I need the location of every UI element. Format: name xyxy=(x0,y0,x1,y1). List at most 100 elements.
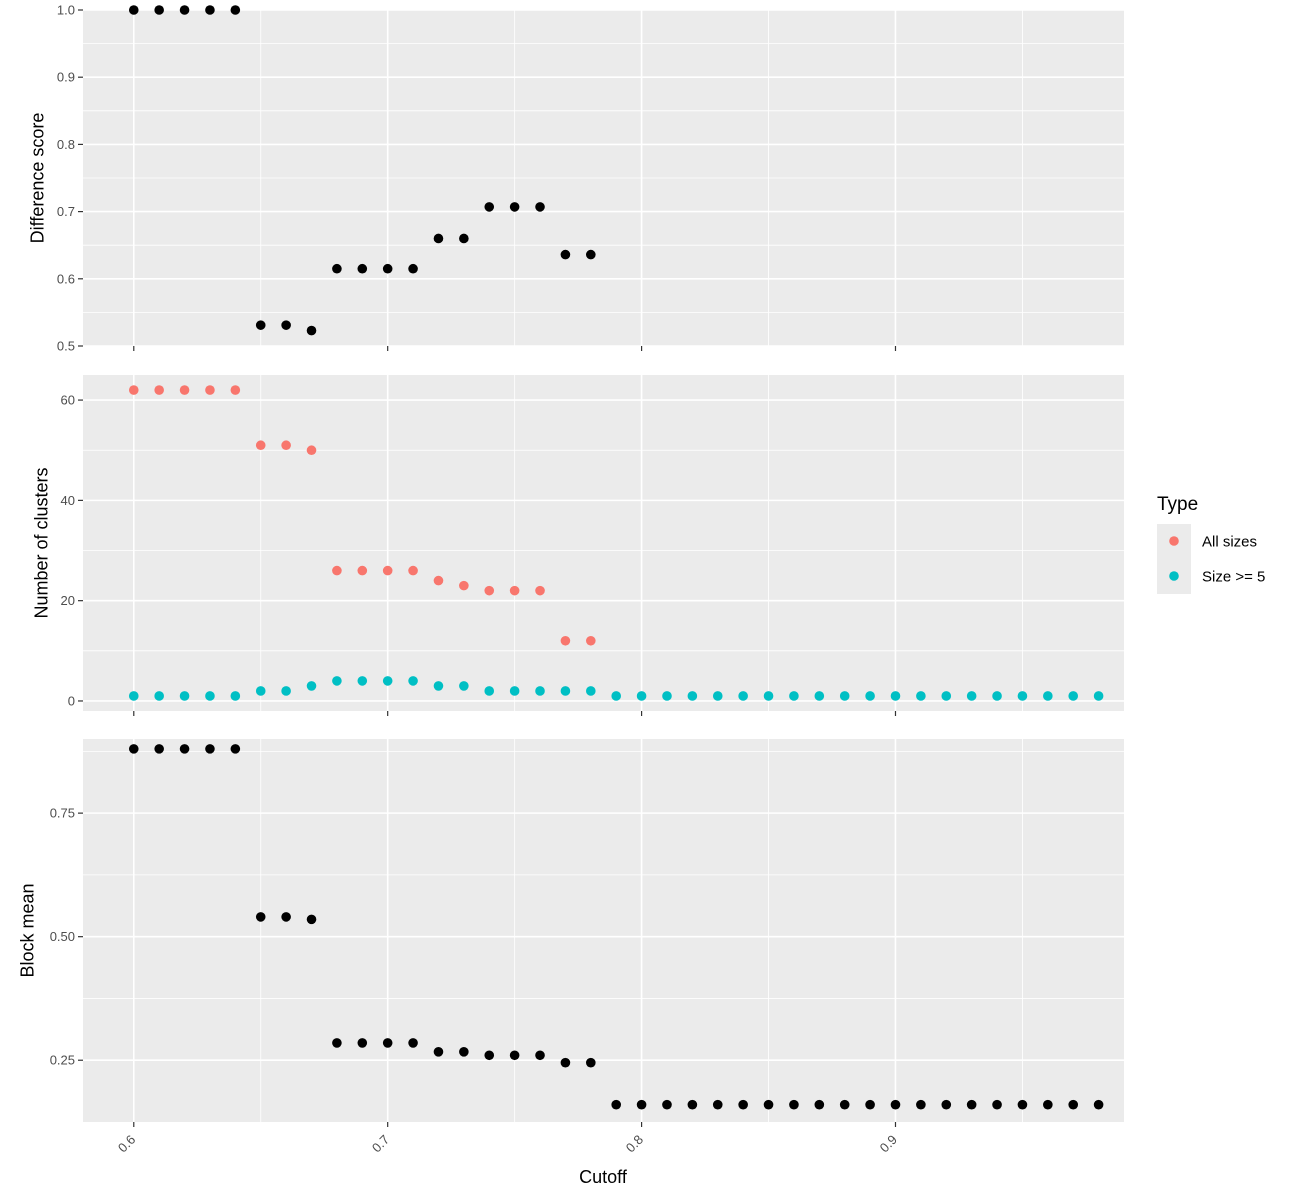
data-point xyxy=(839,1099,850,1110)
y-tick-label: 0.8 xyxy=(57,137,75,152)
y-tick-label: 40 xyxy=(61,493,75,508)
data-point xyxy=(179,744,190,754)
data-point xyxy=(966,1099,977,1110)
legend-key-background xyxy=(1157,524,1191,594)
data-point xyxy=(205,691,215,701)
panel-3: 0.25 0.50 0.75 0.6 0.7 0.8 0.9 Block mean xyxy=(17,739,1124,1155)
data-point xyxy=(560,686,571,696)
x-tick-label: 0.6 xyxy=(115,1132,138,1155)
data-point xyxy=(509,1050,520,1061)
data-point xyxy=(560,249,571,260)
data-point xyxy=(382,1038,393,1048)
data-point xyxy=(789,1099,799,1110)
data-point xyxy=(281,320,291,330)
data-point xyxy=(154,385,164,395)
y-tick-label: 0.7 xyxy=(57,204,75,219)
data-point xyxy=(230,385,241,395)
data-point xyxy=(255,686,266,696)
data-point xyxy=(535,202,545,212)
data-point xyxy=(1017,1099,1028,1110)
data-point xyxy=(712,1099,723,1110)
data-point xyxy=(687,691,698,701)
data-point xyxy=(205,5,215,15)
data-point xyxy=(509,585,520,596)
series-1 xyxy=(128,5,596,336)
data-point xyxy=(306,914,317,925)
data-point xyxy=(281,912,291,922)
series-1 xyxy=(128,744,1104,1110)
y-axis-title: Difference score xyxy=(27,113,47,244)
data-point xyxy=(459,233,469,244)
data-point xyxy=(433,681,444,691)
data-point xyxy=(484,585,495,596)
panel-background xyxy=(83,739,1124,1122)
data-point xyxy=(255,912,266,922)
data-point xyxy=(408,676,418,686)
y-tick-label: 0.9 xyxy=(57,70,75,85)
legend-title: Type xyxy=(1157,494,1198,515)
panels-layer: 0.5 0.6 0.7 0.8 0.9 1.0 Difference score 0 20 40 6… xyxy=(17,3,1124,1155)
data-point xyxy=(306,325,317,336)
data-point xyxy=(1093,1099,1104,1110)
legend: Type All sizes Size >= 5 xyxy=(1157,494,1265,594)
data-point xyxy=(763,1099,774,1110)
data-point xyxy=(916,1099,926,1110)
data-point xyxy=(332,565,342,576)
data-point xyxy=(306,681,317,691)
data-point xyxy=(408,263,418,274)
y-axis-title: Block mean xyxy=(17,883,37,977)
data-point xyxy=(382,565,393,576)
data-point xyxy=(586,635,596,646)
data-point xyxy=(128,744,139,754)
data-point xyxy=(154,691,164,701)
data-point xyxy=(966,691,977,701)
data-point xyxy=(941,1099,952,1110)
data-point xyxy=(433,1047,444,1057)
data-point xyxy=(382,263,393,274)
y-tick-label: 60 xyxy=(61,393,75,408)
legend-key-point xyxy=(1169,536,1179,546)
data-point xyxy=(230,5,241,15)
data-point xyxy=(738,691,748,701)
data-point xyxy=(205,385,215,395)
legend-key-point xyxy=(1169,571,1179,581)
data-point xyxy=(611,1099,621,1110)
y-tick-label: 0.5 xyxy=(57,339,75,354)
data-point xyxy=(357,1038,368,1048)
data-point xyxy=(916,691,926,701)
data-point xyxy=(890,1099,901,1110)
data-point xyxy=(408,1038,418,1048)
data-point xyxy=(535,686,545,696)
data-point xyxy=(839,691,850,701)
data-point xyxy=(179,5,190,15)
data-point xyxy=(687,1099,698,1110)
y-tick-label: 0.6 xyxy=(57,271,75,286)
data-point xyxy=(433,233,444,244)
legend-label: All sizes xyxy=(1202,534,1257,551)
data-point xyxy=(636,691,647,701)
data-point xyxy=(509,686,520,696)
data-point xyxy=(941,691,952,701)
data-point xyxy=(128,5,139,15)
y-tick-label: 0.50 xyxy=(50,929,75,944)
y-tick-label: 0.75 xyxy=(50,806,75,821)
data-point xyxy=(128,385,139,395)
data-point xyxy=(382,676,393,686)
data-point xyxy=(738,1099,748,1110)
data-point xyxy=(255,440,266,451)
data-point xyxy=(814,1099,825,1110)
data-point xyxy=(560,635,571,646)
data-point xyxy=(281,686,291,696)
data-point xyxy=(611,691,621,701)
data-point xyxy=(408,565,418,576)
data-point xyxy=(712,691,723,701)
data-point xyxy=(535,1050,545,1061)
series-2 xyxy=(128,676,1104,701)
data-point xyxy=(890,691,901,701)
data-point xyxy=(230,744,241,754)
legend-label: Size >= 5 xyxy=(1202,569,1265,586)
data-point xyxy=(332,676,342,686)
data-point xyxy=(560,1057,571,1068)
data-point xyxy=(128,691,139,701)
